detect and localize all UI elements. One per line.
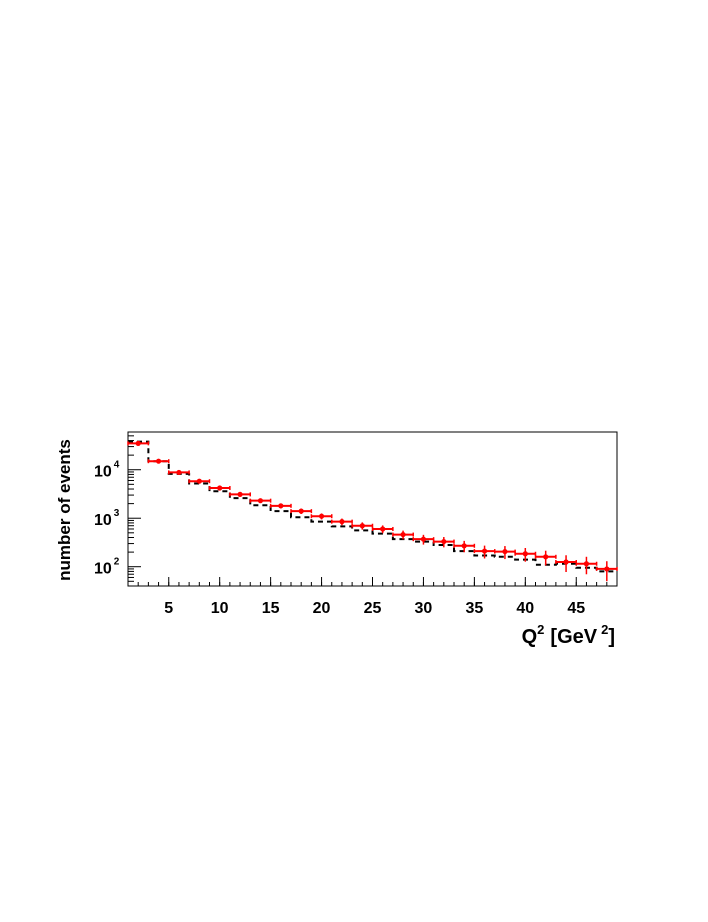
red-marker <box>135 440 141 446</box>
x-tick-label: 5 <box>164 600 173 617</box>
red-data-point <box>432 537 455 548</box>
red-data-point <box>269 503 292 509</box>
red-marker <box>257 498 264 504</box>
red-data-point <box>595 561 618 582</box>
red-marker <box>543 554 549 560</box>
red-marker <box>604 566 610 572</box>
x-tick-label: 20 <box>313 600 331 617</box>
y-tick-label-exponent: 3 <box>114 508 120 519</box>
plot-frame <box>127 431 618 587</box>
red-marker <box>298 508 304 514</box>
red-data-point <box>208 485 231 491</box>
y-tick-label-base: 10 <box>94 561 112 578</box>
red-data-point <box>188 478 211 484</box>
red-data-point <box>127 440 150 446</box>
red-marker <box>461 543 467 549</box>
red-data-point <box>473 545 496 559</box>
y-tick-label-exponent: 4 <box>114 460 120 471</box>
red-data-point <box>310 513 333 520</box>
red-data-point <box>290 508 313 514</box>
y-tick-label: 10 2 <box>94 557 120 578</box>
red-marker <box>481 548 488 554</box>
red-data-point <box>575 556 598 575</box>
x-axis-label: Q2 [GeV 2] <box>522 622 615 648</box>
red-data-point <box>494 546 516 560</box>
red-marker <box>155 458 162 464</box>
red-marker <box>339 519 345 525</box>
red-marker <box>196 478 202 484</box>
red-data-point <box>249 498 272 504</box>
red-data-point <box>534 550 557 566</box>
red-data-point <box>412 534 435 545</box>
y-minor-ticks <box>128 431 134 587</box>
red-marker <box>441 538 447 545</box>
red-marker <box>359 523 365 529</box>
red-marker <box>502 548 508 555</box>
y-tick-label: 10 4 <box>94 460 120 481</box>
dashed-histogram-line <box>128 440 617 573</box>
red-data-point <box>453 540 476 553</box>
red-data-point <box>229 491 251 497</box>
y-axis-label: number of events <box>55 439 74 581</box>
red-marker <box>380 526 386 532</box>
x-axis-label-q: Q <box>522 626 538 648</box>
red-marker <box>400 531 406 538</box>
red-marker <box>318 513 325 519</box>
x-tick-label: 45 <box>567 600 585 617</box>
red-data-point <box>351 522 374 530</box>
red-marker <box>278 503 284 509</box>
red-marker <box>522 551 528 557</box>
x-tick-label: 10 <box>211 600 229 617</box>
x-axis-label-close: ] <box>608 626 615 648</box>
red-marker <box>176 469 182 476</box>
x-tick-label: 30 <box>415 600 433 617</box>
x-axis-label-units: [GeV <box>550 626 597 648</box>
y-tick-label: 10 3 <box>94 508 120 529</box>
dashed-histogram-series <box>128 440 617 573</box>
red-marker <box>217 485 223 491</box>
red-marker <box>563 559 569 565</box>
red-data-point <box>392 530 414 540</box>
x-axis-label-units-sup: 2 <box>601 622 608 637</box>
x-axis-label-q-sup: 2 <box>537 622 544 637</box>
red-data-point <box>147 458 170 464</box>
x-tick-labels: 5 10 15 20 25 30 35 40 45 <box>164 600 585 617</box>
x-tick-label: 15 <box>262 600 280 617</box>
red-data-point <box>168 469 190 476</box>
x-tick-label: 35 <box>465 600 483 617</box>
y-tick-label-exponent: 2 <box>114 557 120 568</box>
y-major-ticks <box>128 469 141 568</box>
x-tick-label: 25 <box>364 600 382 617</box>
red-marker <box>420 536 427 542</box>
y-tick-label-base: 10 <box>94 464 112 481</box>
red-points-series <box>127 440 618 582</box>
red-data-point <box>371 525 394 534</box>
x-tick-label: 40 <box>516 600 534 617</box>
red-data-point <box>331 518 353 526</box>
red-marker <box>237 491 243 497</box>
y-tick-label-base: 10 <box>94 512 112 529</box>
x-major-ticks <box>168 577 577 586</box>
red-marker <box>583 561 590 567</box>
